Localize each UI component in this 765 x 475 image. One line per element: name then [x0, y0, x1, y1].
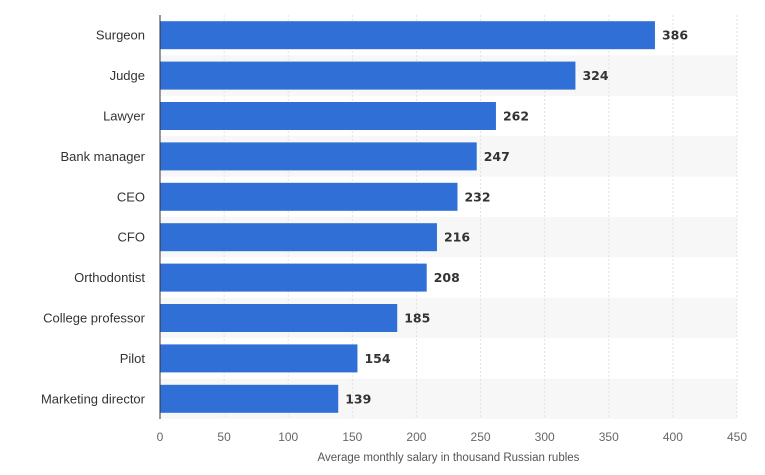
value-label: 185	[404, 311, 430, 326]
value-label: 208	[434, 270, 460, 285]
value-label: 247	[484, 149, 510, 164]
bars	[160, 21, 655, 413]
x-tick-label: 0	[157, 430, 164, 444]
bar[interactable]	[160, 142, 477, 171]
bar[interactable]	[160, 304, 398, 332]
category-label: Surgeon	[96, 28, 145, 43]
category-label: Bank manager	[60, 149, 145, 164]
x-tick-label: 350	[599, 430, 619, 444]
x-tick-label: 300	[535, 430, 555, 444]
x-tick-label: 450	[727, 430, 747, 444]
value-label: 216	[444, 230, 470, 245]
bar[interactable]	[160, 102, 496, 130]
bar[interactable]	[160, 344, 358, 373]
category-label: Judge	[110, 68, 145, 83]
x-tick-label: 100	[278, 430, 298, 444]
category-label: Pilot	[120, 351, 146, 366]
x-tick-label: 50	[217, 430, 231, 444]
x-tick-label: 250	[471, 430, 491, 444]
category-label: Marketing director	[41, 391, 146, 406]
category-label: Orthodontist	[74, 270, 145, 285]
x-tick-label: 400	[663, 430, 683, 444]
category-label: CFO	[118, 230, 145, 245]
value-label: 154	[364, 351, 390, 366]
x-tick-label: 150	[342, 430, 362, 444]
bar[interactable]	[160, 263, 427, 292]
category-label: CEO	[117, 189, 145, 204]
category-labels: Surgeon Judge Lawyer Bank manager CEO CFO Orth…	[41, 28, 146, 407]
value-label: 386	[662, 28, 688, 43]
bar[interactable]	[160, 61, 576, 90]
category-label: College professor	[43, 311, 146, 326]
value-label: 262	[503, 109, 529, 124]
bar[interactable]	[160, 384, 339, 413]
category-label: Lawyer	[103, 109, 146, 124]
value-label: 139	[345, 391, 371, 406]
x-tick-labels: 0 50 100 150 200 250 300 350 400 450	[157, 430, 748, 444]
x-tick-label: 200	[406, 430, 426, 444]
value-label: 232	[464, 189, 490, 204]
x-axis-title: Average monthly salary in thousand Russi…	[318, 452, 580, 464]
bar[interactable]	[160, 223, 437, 252]
bar[interactable]	[160, 182, 458, 211]
value-label: 324	[582, 68, 608, 83]
bar[interactable]	[160, 21, 655, 50]
value-labels: 386 324 262 247 232 216 208 185 154 139	[345, 28, 688, 407]
